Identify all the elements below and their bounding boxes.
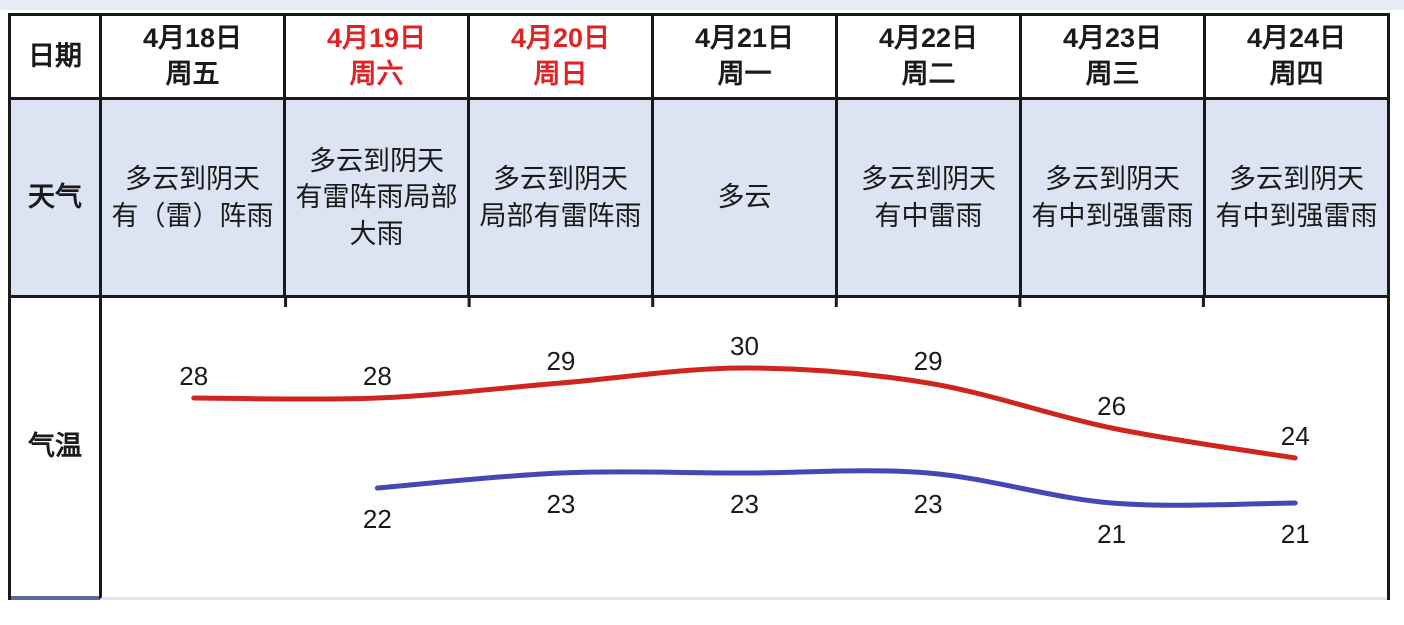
weather-cell-6: 多云到阴天 有中到强雷雨	[1203, 100, 1387, 298]
date-cell-2: 4月20日 周日	[467, 16, 651, 100]
top-strip	[0, 0, 1404, 10]
weather-cell-4: 多云到阴天 有中雷雨	[835, 100, 1019, 298]
date-row-label: 日期	[11, 16, 99, 100]
weather-cell-1: 多云到阴天 有雷阵雨局部 大雨	[283, 100, 467, 298]
weather-forecast-table: 日期 4月18日 周五 4月19日 周六 4月20日 周日 4月21日 周一 4…	[8, 13, 1390, 600]
low-temperature-value: 21	[1097, 519, 1126, 549]
high-temperature-value: 28	[363, 361, 392, 391]
high-temperature-value: 28	[179, 361, 208, 391]
weather-cell-0: 多云到阴天 有（雷）阵雨	[99, 100, 283, 298]
date-cell-0: 4月18日 周五	[99, 16, 283, 100]
low-temperature-value: 23	[546, 489, 575, 519]
low-temperature-value: 23	[914, 489, 943, 519]
high-temperature-value: 26	[1097, 391, 1126, 421]
weather-row-label: 天气	[11, 100, 99, 298]
high-temperature-line	[191, 365, 1298, 461]
low-temperature-value: 21	[1281, 519, 1310, 549]
low-temperature-value: 23	[730, 489, 759, 519]
weather-cell-3: 多云	[651, 100, 835, 298]
weather-cell-2: 多云到阴天 局部有雷阵雨	[467, 100, 651, 298]
weather-cell-5: 多云到阴天 有中到强雷雨	[1019, 100, 1203, 298]
high-temperature-value: 29	[546, 346, 575, 376]
date-cell-4: 4月22日 周二	[835, 16, 1019, 100]
temperature-chart-cell: 28 28 29 30 29 26 24 22 23 23 23 21 21	[99, 298, 1387, 600]
low-temperature-value: 22	[363, 504, 392, 534]
high-temperature-value: 29	[914, 346, 943, 376]
date-cell-3: 4月21日 周一	[651, 16, 835, 100]
date-cell-6: 4月24日 周四	[1203, 16, 1387, 100]
temperature-line-chart: 28 28 29 30 29 26 24 22 23 23 23 21 21	[179, 298, 1310, 549]
date-cell-1: 4月19日 周六	[283, 16, 467, 100]
high-temperature-value: 30	[730, 331, 759, 361]
date-cell-5: 4月23日 周三	[1019, 16, 1203, 100]
high-temperature-value: 24	[1281, 421, 1310, 451]
temperature-row-label: 气温	[11, 298, 99, 600]
low-temperature-line	[374, 468, 1298, 508]
